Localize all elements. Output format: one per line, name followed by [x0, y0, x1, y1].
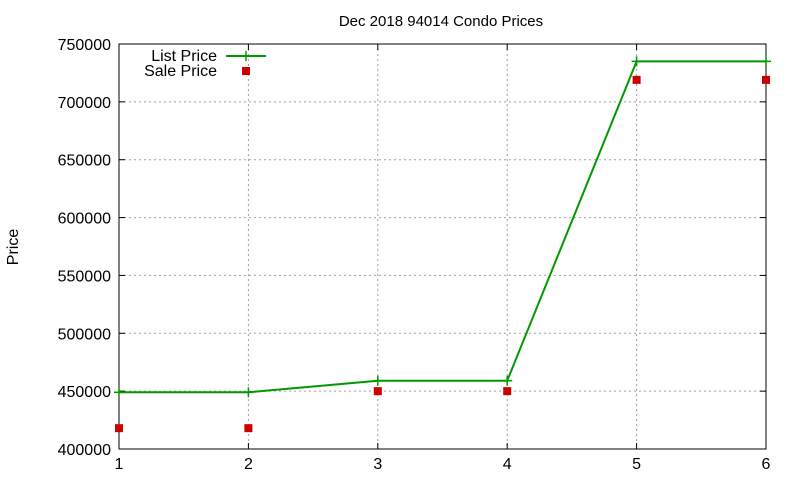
- grid-layer: [119, 44, 766, 449]
- sale-price-point: [632, 75, 641, 84]
- legend-swatch-square: [242, 67, 250, 75]
- list-price-point: [372, 375, 383, 386]
- list-price-point: [631, 56, 642, 67]
- x-tick-label: 6: [762, 456, 771, 473]
- y-axis-label: Price: [5, 229, 22, 266]
- y-tick-label: 550000: [58, 268, 111, 285]
- x-tick-label: 5: [632, 456, 641, 473]
- legend-label: Sale Price: [144, 63, 217, 80]
- list-price-line: [119, 60, 766, 394]
- list-price-point: [761, 56, 771, 67]
- y-tick-label: 400000: [58, 442, 111, 459]
- y-tick-label: 750000: [58, 37, 111, 54]
- sale-price-point: [115, 424, 123, 433]
- x-tick-label: 4: [503, 456, 512, 473]
- series-layer: [114, 56, 771, 433]
- y-tick-label: 500000: [58, 326, 111, 343]
- x-tick-label: 1: [115, 456, 124, 473]
- sale-price-point: [244, 424, 253, 433]
- sale-price-point: [373, 387, 382, 396]
- list-price-point: [502, 375, 513, 386]
- x-tick-label: 2: [244, 456, 253, 473]
- legend-label: List Price: [151, 48, 217, 65]
- legend-swatch-marker: [241, 51, 251, 61]
- y-tick-label: 600000: [58, 211, 111, 228]
- sale-price-point: [503, 387, 512, 396]
- plot-border: [118, 43, 767, 450]
- y-tick-label: 450000: [58, 384, 111, 401]
- chart-title: Dec 2018 94014 Condo Prices: [339, 13, 543, 30]
- axes-layer: 400000 450000 500000 550000 600000 650000 7000…: [58, 37, 771, 473]
- sale-price-point: [762, 75, 770, 84]
- list-price-point: [243, 387, 254, 398]
- y-tick-label: 650000: [58, 153, 111, 170]
- x-tick-label: 3: [373, 456, 382, 473]
- y-tick-label: 700000: [58, 95, 111, 112]
- list-price-point: [114, 387, 124, 398]
